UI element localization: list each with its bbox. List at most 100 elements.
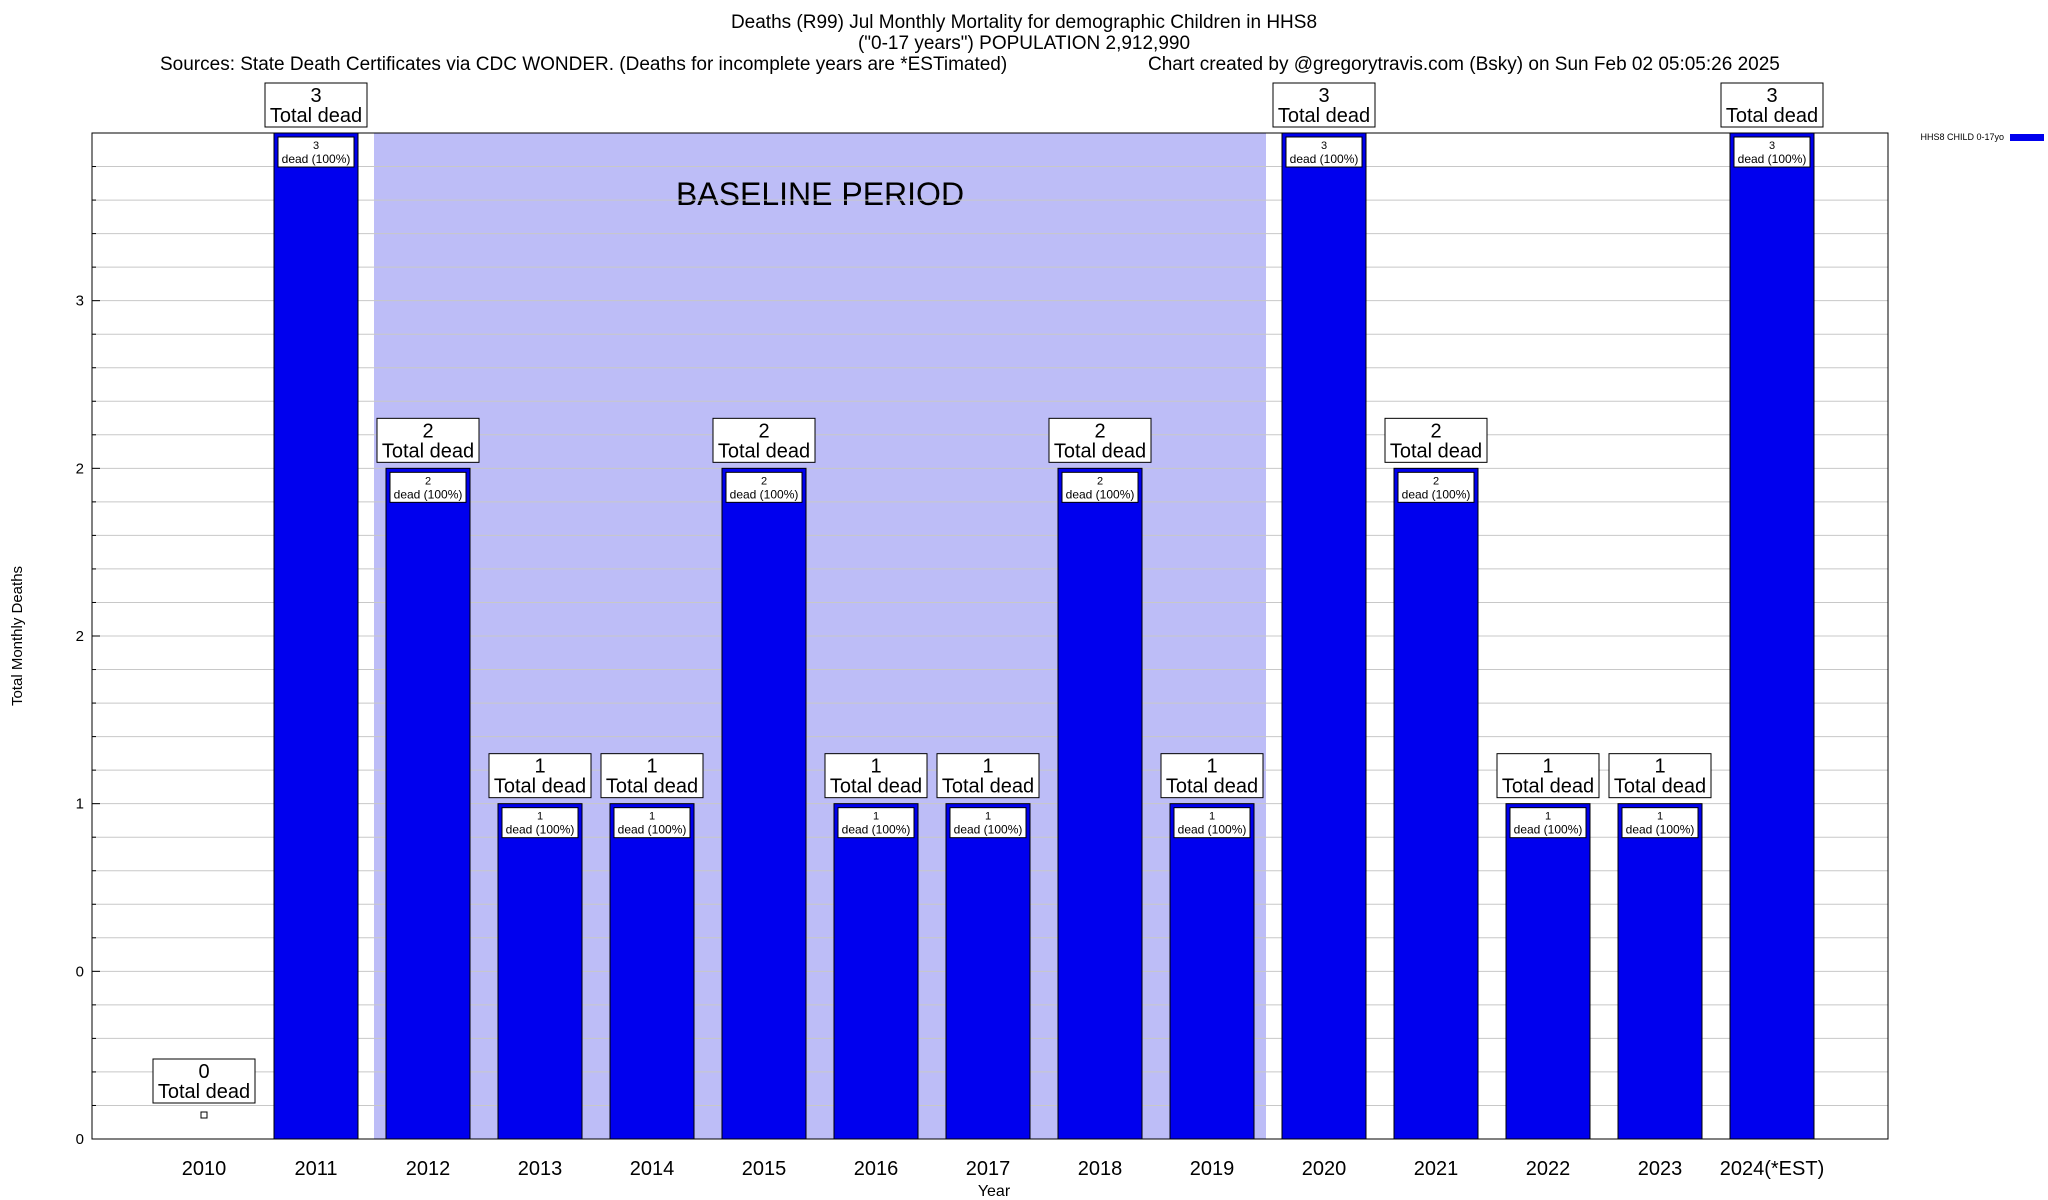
total-label-text: Total dead <box>1726 105 1818 127</box>
bar-inner-value: 1 <box>873 811 879 823</box>
x-tick-label: 2013 <box>518 1158 563 1180</box>
x-tick-label: 2018 <box>1078 1158 1123 1180</box>
bar-inner-label-box <box>1173 807 1251 839</box>
total-label-text: Total dead <box>382 440 474 462</box>
chart-title-line2: ("0-17 years") POPULATION 2,912,990 <box>857 33 1191 54</box>
total-label-value: 2 <box>422 420 433 442</box>
x-tick-label: 2024(*EST) <box>1720 1158 1825 1180</box>
bar-inner-label-box <box>949 807 1027 839</box>
total-label-box <box>600 753 704 799</box>
bar-inner-label-box <box>613 807 691 839</box>
bar-inner-label: dead (100%) <box>618 823 687 837</box>
bar-inner-label-box <box>1621 807 1699 839</box>
bar-inner-label: dead (100%) <box>282 152 351 166</box>
bar-inner-value: 1 <box>985 811 991 823</box>
total-label-box <box>824 753 928 799</box>
total-label-text: Total dead <box>1390 440 1482 462</box>
bar-inner-value: 3 <box>1769 140 1775 152</box>
total-label-text: Total dead <box>1502 776 1594 798</box>
total-label-box <box>1160 753 1264 799</box>
bar-inner-label-box <box>837 807 915 839</box>
total-label-box <box>1720 82 1824 128</box>
x-tick-label: 2020 <box>1302 1158 1347 1180</box>
total-label-box <box>152 1058 256 1104</box>
bar-2021 <box>1393 467 1479 1140</box>
total-label-box <box>1384 417 1488 463</box>
x-tick-label: 2019 <box>1190 1158 1235 1180</box>
total-label-value: 2 <box>1094 420 1105 442</box>
bar-inner-label-box <box>277 136 355 168</box>
total-label-box <box>936 753 1040 799</box>
total-label-value: 1 <box>1654 756 1665 778</box>
bar-inner-label: dead (100%) <box>1066 487 1135 501</box>
y-tick-label: 0 <box>76 963 84 980</box>
bar-inner-label-box <box>1061 471 1139 503</box>
total-label-text: Total dead <box>494 776 586 798</box>
bar-inner-label-box <box>1509 807 1587 839</box>
legend-swatch <box>2010 134 2044 141</box>
bar-2016 <box>833 803 919 1140</box>
legend-label: HHS8 CHILD 0-17yo <box>1920 132 2004 142</box>
x-tick-label: 2022 <box>1526 1158 1571 1180</box>
total-label-value: 3 <box>310 85 321 107</box>
total-label-box <box>488 753 592 799</box>
bar-inner-label: dead (100%) <box>1626 823 1695 837</box>
total-label-text: Total dead <box>606 776 698 798</box>
bar-2020 <box>1281 132 1367 1140</box>
plot-frame <box>91 132 1889 1140</box>
total-label-value: 1 <box>1542 756 1553 778</box>
bar-inner-value: 1 <box>649 811 655 823</box>
bar-inner-label: dead (100%) <box>1514 823 1583 837</box>
bar-inner-label-box <box>389 471 467 503</box>
bar-2017 <box>945 803 1031 1140</box>
total-label-value: 1 <box>534 756 545 778</box>
bar-2018 <box>1057 467 1143 1140</box>
total-label-box <box>1272 82 1376 128</box>
total-label-text: Total dead <box>1054 440 1146 462</box>
total-label-text: Total dead <box>718 440 810 462</box>
total-label-text: Total dead <box>942 776 1034 798</box>
bar-inner-value: 2 <box>761 475 767 487</box>
total-label-box <box>376 417 480 463</box>
total-label-value: 0 <box>198 1061 209 1083</box>
bar-inner-label: dead (100%) <box>394 487 463 501</box>
total-label-value: 3 <box>1318 85 1329 107</box>
bar-inner-label-box <box>1285 136 1363 168</box>
bar-inner-value: 1 <box>1545 811 1551 823</box>
y-axis-label: Total Monthly Deaths <box>9 566 26 706</box>
x-tick-label: 2017 <box>966 1158 1011 1180</box>
bar-inner-label: dead (100%) <box>1290 152 1359 166</box>
total-label-text: Total dead <box>158 1081 250 1103</box>
bar-2015 <box>721 467 807 1140</box>
total-label-text: Total dead <box>1278 105 1370 127</box>
total-label-text: Total dead <box>1614 776 1706 798</box>
bar-2013 <box>497 803 583 1140</box>
y-tick-label: 2 <box>76 628 84 645</box>
bar-inner-value: 1 <box>537 811 543 823</box>
total-label-text: Total dead <box>1166 776 1258 798</box>
x-tick-label: 2010 <box>182 1158 227 1180</box>
bar-inner-value: 2 <box>425 475 431 487</box>
y-tick-label: 3 <box>76 293 84 310</box>
total-label-text: Total dead <box>270 105 362 127</box>
bar-inner-label: dead (100%) <box>1178 823 1247 837</box>
bar-inner-label: dead (100%) <box>506 823 575 837</box>
bar-inner-label: dead (100%) <box>730 487 799 501</box>
total-label-text: Total dead <box>830 776 922 798</box>
total-label-box <box>1496 753 1600 799</box>
y-tick-label: 0 <box>76 1131 84 1148</box>
y-tick-label: 1 <box>76 796 84 813</box>
bar-inner-value: 3 <box>313 140 319 152</box>
total-label-value: 1 <box>982 756 993 778</box>
bar-inner-label: dead (100%) <box>1402 487 1471 501</box>
total-label-value: 2 <box>758 420 769 442</box>
chart-sources: Sources: State Death Certificates via CD… <box>160 54 1008 75</box>
bar-inner-label-box <box>1733 136 1811 168</box>
baseline-period-label: BASELINE PERIOD <box>676 176 964 212</box>
bar-2024(*EST) <box>1729 132 1815 1140</box>
y-tick-label: 2 <box>76 460 84 477</box>
bar-inner-label: dead (100%) <box>1738 152 1807 166</box>
chart-title-line1: Deaths (R99) Jul Monthly Mortality for d… <box>730 12 1318 33</box>
total-label-box <box>1608 753 1712 799</box>
x-tick-label: 2011 <box>294 1158 337 1180</box>
